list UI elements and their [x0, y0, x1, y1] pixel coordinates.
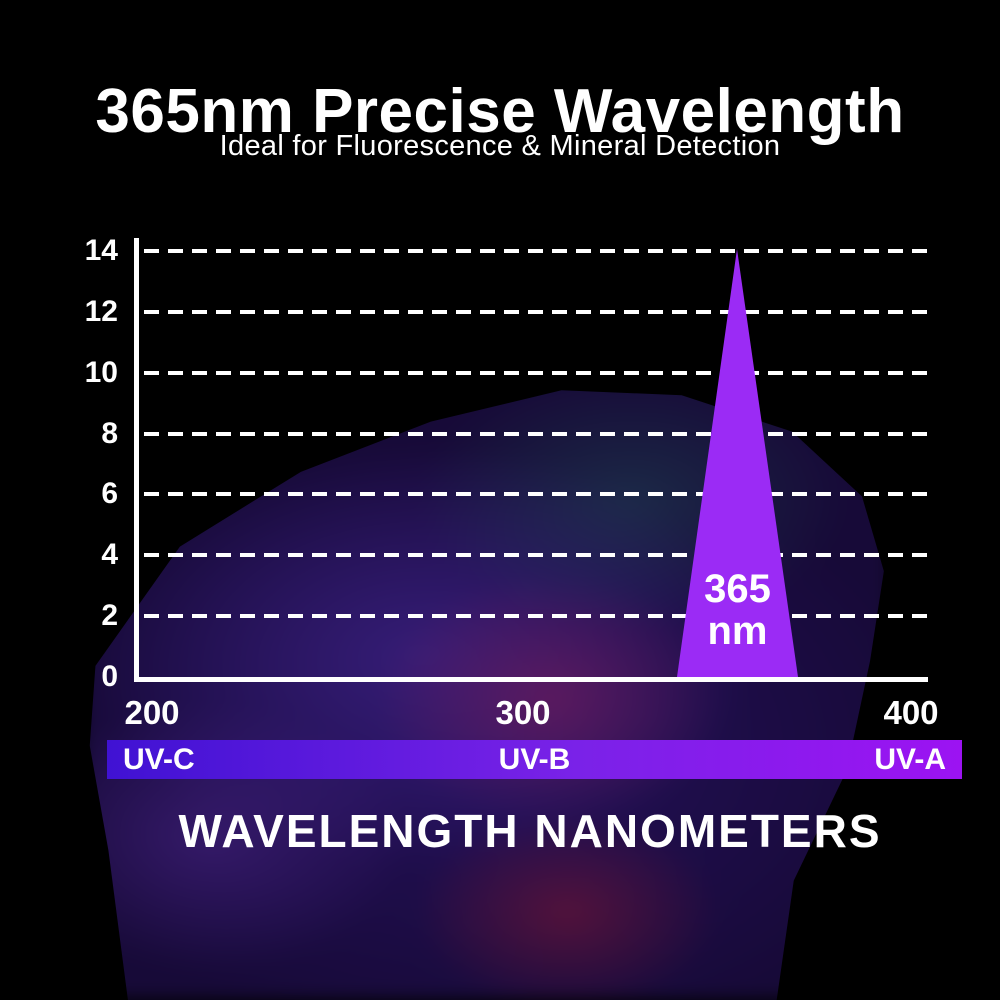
x-tick-300: 300: [495, 694, 551, 731]
gridline-y-2: [144, 614, 928, 619]
peak-label-value: 365: [704, 567, 771, 611]
page-subtitle: Ideal for Fluorescence & Mineral Detecti…: [219, 130, 781, 162]
y-axis-tick-labels: 0 2 4 6 8 10 12 14: [0, 234, 118, 693]
page-title: 365nm Precise Wavelength: [95, 76, 905, 146]
uv-band-gradient-bar: UV-C UV-B UV-A: [107, 740, 962, 779]
gridline-y-14: [144, 249, 928, 253]
gridline-y-12: [144, 309, 928, 314]
gridline-y-10: [144, 370, 928, 375]
y-tick-4: 4: [101, 538, 118, 572]
gridline-y-4: [144, 553, 928, 558]
y-tick-14: 14: [84, 234, 118, 267]
uv-c-band-label: UV-C: [123, 742, 195, 776]
uv-b-band-label: UV-B: [498, 742, 571, 776]
y-tick-12: 12: [84, 294, 118, 328]
x-axis-title: WAVELENGTH NANOMETERS: [178, 805, 882, 857]
y-tick-0: 0: [101, 660, 118, 693]
y-tick-6: 6: [101, 477, 118, 511]
y-tick-8: 8: [101, 416, 118, 450]
x-tick-200: 200: [124, 694, 180, 731]
gridline-y-6: [144, 492, 928, 497]
spectrum-chart-plot-area: 365 nm: [134, 238, 928, 682]
peak-wavelength-label: 365 nm: [677, 568, 798, 652]
y-tick-2: 2: [101, 599, 118, 633]
peak-label-unit: nm: [707, 609, 768, 653]
y-tick-10: 10: [84, 355, 118, 389]
uv-a-band-label: UV-A: [874, 742, 946, 776]
gridline-y-8: [144, 431, 928, 436]
x-tick-400: 400: [883, 694, 939, 731]
